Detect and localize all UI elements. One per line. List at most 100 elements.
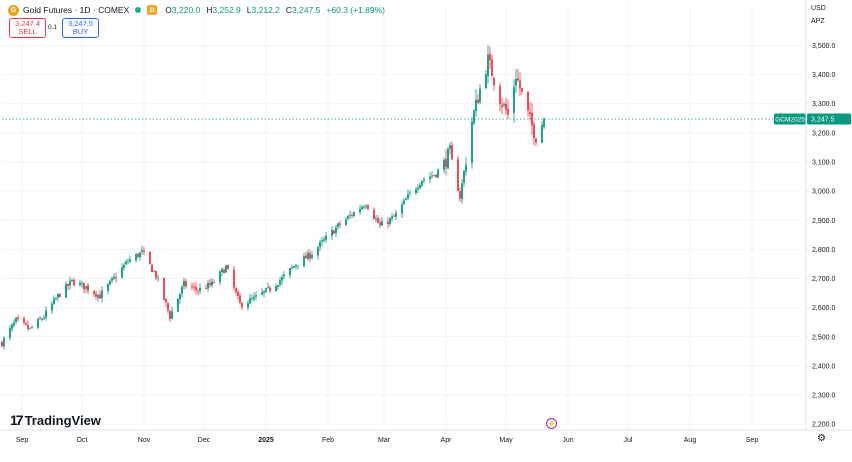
- sell-button[interactable]: 3,247.4 SELL: [9, 18, 46, 38]
- candle-body: [27, 324, 29, 329]
- x-tick-label: Sep: [746, 437, 759, 444]
- candle-body: [515, 78, 517, 86]
- x-tick-label: Feb: [322, 437, 334, 444]
- live-dot-icon: [135, 7, 142, 13]
- candle-body: [433, 175, 435, 176]
- candle-body: [247, 303, 249, 308]
- candle-body: [381, 221, 383, 226]
- chart-header: G Gold Futures · 1D · COMEX D O3,220.0 H…: [8, 3, 385, 17]
- candle-body: [227, 265, 229, 269]
- candle-body: [135, 254, 137, 261]
- candle-body: [375, 218, 377, 220]
- last-price-text: 3,247.5: [811, 117, 834, 124]
- candle-body: [3, 337, 5, 347]
- candle-body: [449, 145, 451, 149]
- candle-body: [255, 295, 257, 297]
- y-tick-label: 2,800.0: [812, 247, 835, 254]
- candle-body: [141, 249, 143, 252]
- candle-body: [23, 318, 25, 323]
- ohlc-close: C3,247.5: [285, 5, 321, 15]
- candle-body: [31, 327, 33, 328]
- candle-body: [543, 119, 545, 128]
- candle-body: [361, 206, 363, 210]
- candle-body: [451, 145, 453, 160]
- tradingview-mark-icon: 17: [10, 412, 24, 428]
- candle-body: [111, 278, 113, 281]
- candle-body: [535, 138, 537, 143]
- candle-body: [323, 239, 325, 241]
- candle-body: [281, 277, 283, 281]
- candle-body: [177, 298, 179, 312]
- x-tick-label: Aug: [684, 437, 697, 444]
- candle-body: [489, 54, 491, 60]
- candle-body: [125, 261, 127, 265]
- candle-body: [113, 276, 115, 279]
- candle-body: [457, 159, 459, 192]
- candle-body: [349, 215, 351, 217]
- buy-label: BUY: [72, 27, 89, 36]
- time-axis[interactable]: Sep Oct Nov Dec 2025 Feb Mar Apr May Jun Jul Aug Sep: [0, 429, 852, 444]
- candle-body: [97, 294, 99, 298]
- candle-body: [59, 293, 61, 298]
- candle-body: [513, 87, 515, 113]
- candle-body: [129, 259, 131, 262]
- buy-price: 3,247.5: [67, 18, 94, 28]
- candle-body: [219, 271, 221, 283]
- currency-label[interactable]: USD: [811, 5, 826, 12]
- scale-mode-label[interactable]: APZ: [811, 18, 825, 25]
- candle-body: [473, 110, 475, 124]
- candle-body: [127, 261, 129, 263]
- candle-body: [213, 282, 215, 283]
- candle-body: [207, 282, 209, 289]
- candle-body: [101, 290, 103, 299]
- ohlc-high: H3,252.9: [206, 5, 241, 15]
- symbol-title[interactable]: Gold Futures · 1D · COMEX: [23, 5, 130, 15]
- gear-icon[interactable]: ⚙: [817, 433, 826, 444]
- ohlc-change: +60.3 (+1.89%): [326, 5, 386, 15]
- candle-body: [11, 324, 13, 329]
- candle-body: [475, 99, 477, 112]
- lightning-event-icon[interactable]: ⚡: [546, 418, 557, 429]
- candle-body: [437, 169, 439, 178]
- candle-body: [307, 252, 309, 259]
- candle-body: [295, 265, 297, 267]
- candle-body: [157, 277, 159, 279]
- candle-body: [335, 227, 337, 234]
- candle-body: [167, 303, 169, 311]
- candle-body: [85, 286, 87, 289]
- x-tick-label: Dec: [198, 437, 211, 444]
- candle-body: [415, 189, 417, 194]
- buy-button[interactable]: 3,247.5 BUY: [62, 18, 99, 38]
- candle-body: [541, 125, 543, 144]
- candle-body: [179, 294, 181, 300]
- candle-body: [153, 271, 155, 273]
- candle-body: [87, 285, 89, 291]
- candle-body: [507, 108, 509, 115]
- candle-body: [195, 286, 197, 290]
- candle-body: [1, 341, 3, 347]
- price-axis[interactable]: 2,200.0 2,300.0 2,400.0 2,500.0 2,600.0 2,700…: [805, 0, 835, 430]
- candle-body: [519, 80, 521, 89]
- candle-body: [81, 282, 83, 284]
- candle-body: [249, 298, 251, 304]
- candle-body: [233, 269, 235, 288]
- delayed-data-badge[interactable]: D: [147, 5, 158, 15]
- candle-body: [83, 282, 85, 290]
- candle-body: [279, 280, 281, 285]
- candle-body: [43, 317, 45, 319]
- candle-body: [137, 253, 139, 257]
- candle-body: [297, 265, 299, 267]
- candle-body: [389, 218, 391, 224]
- candle-body: [149, 251, 151, 264]
- candle-body: [239, 295, 241, 304]
- candle-body: [351, 215, 353, 216]
- candle-body: [321, 240, 323, 242]
- symbol-label-badge: [774, 113, 806, 125]
- candle-body: [319, 242, 321, 247]
- candle-body: [275, 286, 277, 292]
- tradingview-logo[interactable]: 17 TradingView: [10, 412, 101, 428]
- candle-body: [183, 280, 185, 287]
- candle-body: [123, 264, 125, 269]
- candle-body: [379, 222, 381, 226]
